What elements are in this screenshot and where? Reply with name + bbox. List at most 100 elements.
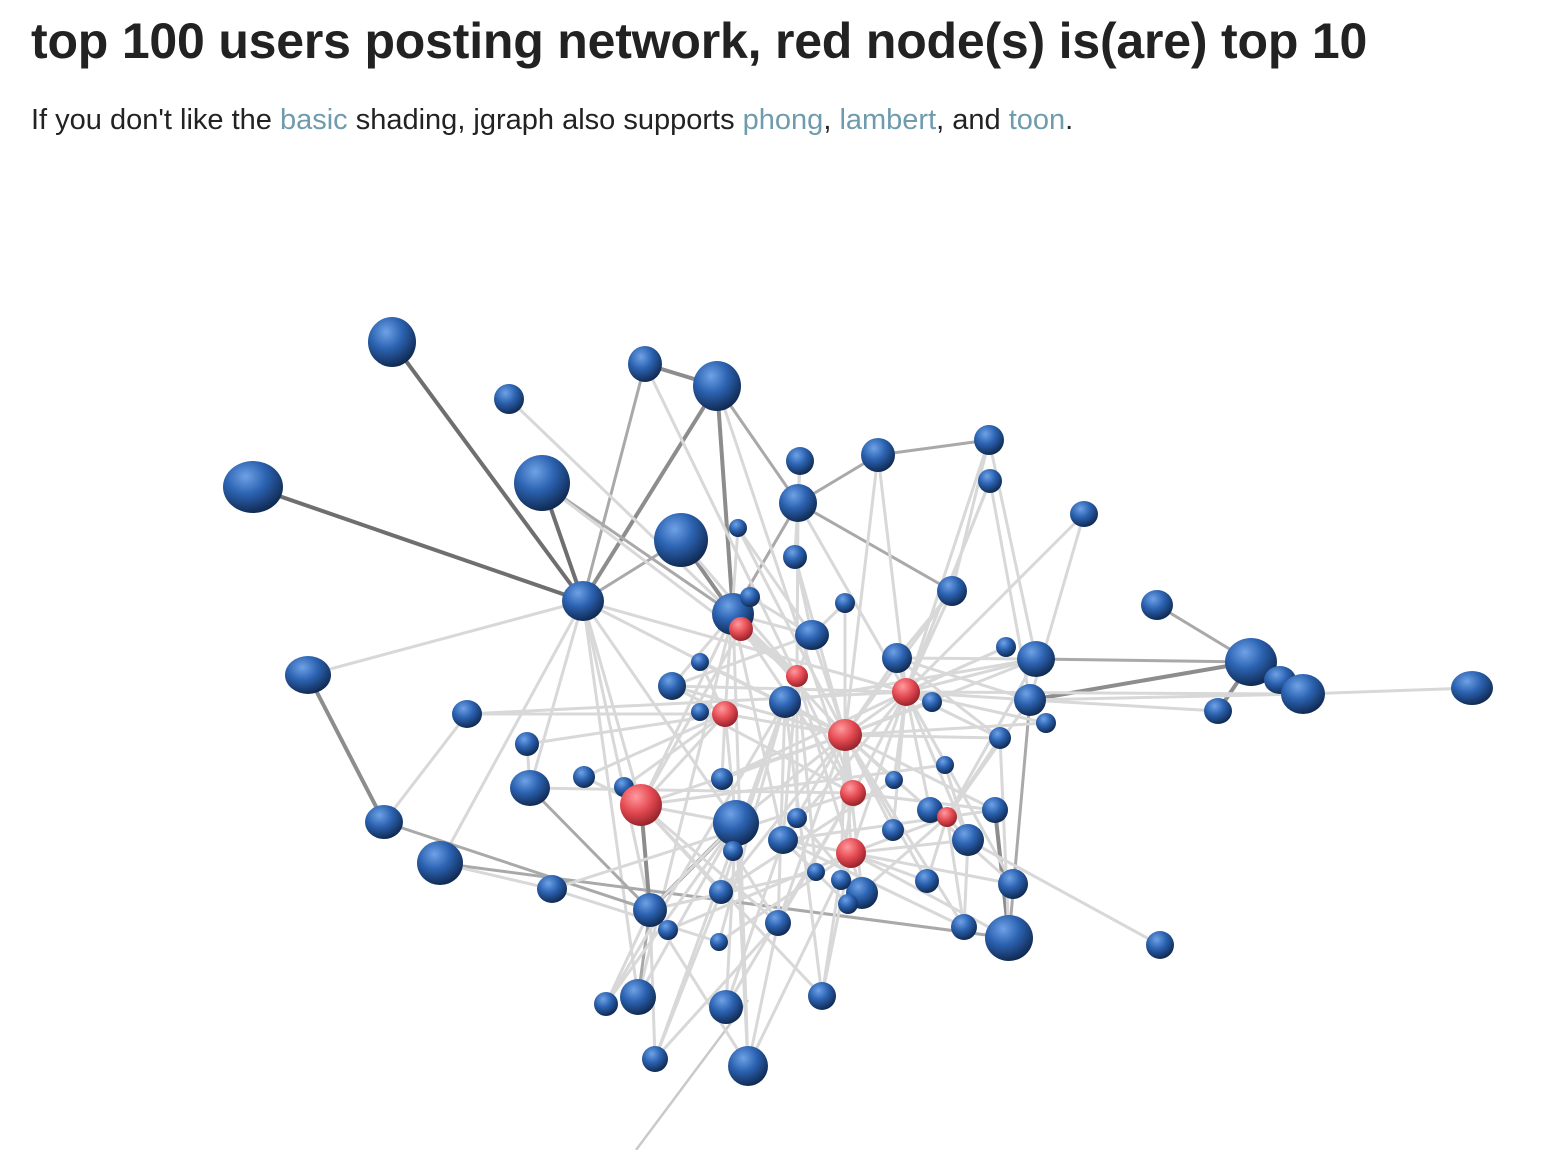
graph-edge xyxy=(849,838,970,855)
user-node[interactable] xyxy=(1204,698,1232,724)
user-node[interactable] xyxy=(769,686,801,718)
user-node[interactable] xyxy=(728,1046,768,1086)
lambert-shading-link[interactable]: lambert xyxy=(839,104,937,136)
user-node[interactable] xyxy=(658,672,686,700)
user-node[interactable] xyxy=(882,819,904,841)
user-node[interactable] xyxy=(710,933,728,951)
user-node[interactable] xyxy=(693,361,741,411)
basic-shading-link[interactable]: basic xyxy=(279,104,348,136)
user-node[interactable] xyxy=(285,656,331,694)
user-node[interactable] xyxy=(985,915,1033,961)
user-node[interactable] xyxy=(573,766,595,788)
user-node[interactable] xyxy=(633,893,667,927)
user-node[interactable] xyxy=(594,992,618,1016)
user-node[interactable] xyxy=(691,653,709,671)
user-node[interactable] xyxy=(831,870,851,890)
user-node[interactable] xyxy=(1017,641,1055,677)
user-node[interactable] xyxy=(917,797,943,823)
user-node[interactable] xyxy=(952,824,984,856)
user-node[interactable] xyxy=(510,770,550,806)
top10-user-node[interactable] xyxy=(840,780,866,806)
user-node[interactable] xyxy=(783,545,807,569)
user-node[interactable] xyxy=(807,863,825,881)
graph-edge xyxy=(251,485,585,603)
graph-edge xyxy=(390,340,585,603)
user-node[interactable] xyxy=(223,461,283,513)
top10-user-node[interactable] xyxy=(892,678,920,706)
user-node[interactable] xyxy=(709,880,733,904)
user-node[interactable] xyxy=(982,797,1008,823)
graph-edge xyxy=(648,908,657,1061)
user-node[interactable] xyxy=(882,643,912,673)
user-node[interactable] xyxy=(808,982,836,1010)
user-node[interactable] xyxy=(1014,684,1046,716)
user-node[interactable] xyxy=(1146,931,1174,959)
user-node[interactable] xyxy=(713,800,759,846)
user-node[interactable] xyxy=(768,826,798,854)
user-node[interactable] xyxy=(1070,501,1098,527)
top10-user-node[interactable] xyxy=(828,719,862,751)
user-node[interactable] xyxy=(787,808,807,828)
user-node[interactable] xyxy=(642,1046,668,1072)
user-node[interactable] xyxy=(978,469,1002,493)
user-node[interactable] xyxy=(1225,638,1277,686)
user-node[interactable] xyxy=(838,894,858,914)
user-node[interactable] xyxy=(729,519,747,537)
user-node[interactable] xyxy=(795,620,829,650)
top10-user-node[interactable] xyxy=(620,784,662,826)
user-node[interactable] xyxy=(989,727,1011,749)
user-node[interactable] xyxy=(709,990,743,1024)
user-node[interactable] xyxy=(974,425,1004,455)
user-node[interactable] xyxy=(723,841,743,861)
user-node[interactable] xyxy=(515,732,539,756)
graph-edge xyxy=(1034,657,1253,664)
graph-edge xyxy=(639,733,847,807)
user-node[interactable] xyxy=(915,869,939,893)
graph-edge xyxy=(465,690,908,716)
graph-edge xyxy=(528,786,855,795)
user-node[interactable] xyxy=(628,346,662,382)
user-node[interactable] xyxy=(740,587,760,607)
phong-shading-link[interactable]: phong xyxy=(742,104,824,136)
user-node[interactable] xyxy=(494,384,524,414)
user-node[interactable] xyxy=(1141,590,1173,620)
user-node[interactable] xyxy=(996,637,1016,657)
top10-user-node[interactable] xyxy=(729,617,753,641)
user-node[interactable] xyxy=(365,805,403,839)
user-node[interactable] xyxy=(786,447,814,475)
user-node[interactable] xyxy=(922,692,942,712)
user-node[interactable] xyxy=(765,910,791,936)
user-node[interactable] xyxy=(885,771,903,789)
user-node[interactable] xyxy=(654,513,708,567)
user-node[interactable] xyxy=(1281,674,1325,714)
user-node[interactable] xyxy=(951,914,977,940)
toon-shading-link[interactable]: toon xyxy=(1008,104,1066,136)
user-node[interactable] xyxy=(562,581,604,621)
user-node[interactable] xyxy=(620,979,656,1015)
user-node[interactable] xyxy=(835,593,855,613)
user-node[interactable] xyxy=(691,703,709,721)
graph-edge xyxy=(736,526,814,637)
user-node[interactable] xyxy=(1451,671,1493,705)
top10-user-node[interactable] xyxy=(937,807,957,827)
graph-edge xyxy=(945,815,966,929)
user-node[interactable] xyxy=(658,920,678,940)
user-node[interactable] xyxy=(711,768,733,790)
user-node[interactable] xyxy=(452,700,482,728)
user-node[interactable] xyxy=(779,484,817,522)
top10-user-node[interactable] xyxy=(786,665,808,687)
user-node[interactable] xyxy=(998,869,1028,899)
graph-edge xyxy=(998,736,1011,940)
top10-user-node[interactable] xyxy=(712,701,738,727)
user-node[interactable] xyxy=(1036,713,1056,733)
top10-user-node[interactable] xyxy=(836,838,866,868)
user-node[interactable] xyxy=(514,455,570,511)
user-node[interactable] xyxy=(936,756,954,774)
intro-text-5: . xyxy=(1065,104,1074,136)
user-node[interactable] xyxy=(537,875,567,903)
user-node[interactable] xyxy=(861,438,895,472)
user-node[interactable] xyxy=(937,576,967,606)
user-node[interactable] xyxy=(417,841,463,885)
user-node[interactable] xyxy=(368,317,416,367)
